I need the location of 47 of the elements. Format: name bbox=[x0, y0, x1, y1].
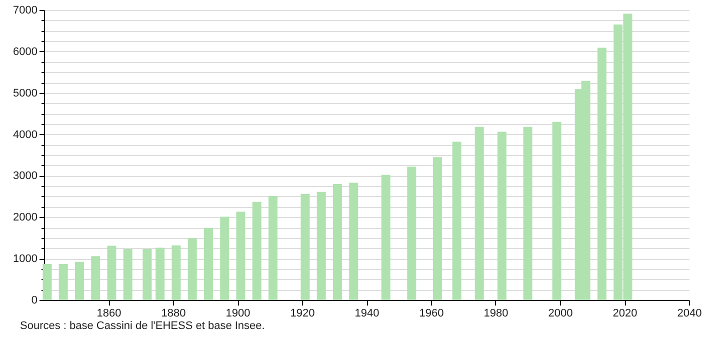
bar bbox=[452, 142, 462, 300]
bar bbox=[252, 202, 262, 300]
bar bbox=[204, 228, 213, 300]
bar bbox=[349, 182, 358, 300]
x-tick-label: 1900 bbox=[226, 308, 250, 320]
x-tick-label: 1960 bbox=[419, 308, 444, 320]
x-tick-label: 2020 bbox=[612, 308, 638, 320]
x-tick-label: 2000 bbox=[548, 308, 573, 320]
bar bbox=[42, 264, 52, 300]
x-tick-label: 1980 bbox=[484, 308, 508, 320]
y-tick-label: 5000 bbox=[13, 87, 38, 100]
bar bbox=[381, 174, 390, 300]
bar bbox=[58, 264, 68, 300]
x-tick-label: 1860 bbox=[96, 308, 122, 320]
x-tick-label: 1920 bbox=[290, 308, 315, 320]
source-note: Sources : base Cassini de l'EHESS et base Insee. bbox=[20, 320, 265, 332]
bar bbox=[236, 212, 246, 300]
bar bbox=[432, 157, 442, 300]
y-tick-label: 6000 bbox=[13, 46, 38, 58]
bar bbox=[156, 248, 165, 300]
bar bbox=[523, 126, 532, 300]
bar bbox=[332, 184, 342, 300]
bar bbox=[497, 132, 506, 300]
y-tick-label: 4000 bbox=[13, 128, 38, 141]
bar bbox=[142, 249, 152, 300]
bar bbox=[107, 246, 116, 300]
bar bbox=[123, 249, 132, 300]
bar bbox=[597, 48, 606, 300]
y-tick-label: 2000 bbox=[13, 212, 38, 224]
bar bbox=[172, 245, 181, 300]
y-tick-label: 1000 bbox=[13, 253, 38, 266]
bar bbox=[316, 192, 326, 300]
x-tick-label: 2040 bbox=[677, 308, 702, 320]
bar bbox=[407, 166, 416, 300]
bar bbox=[220, 216, 230, 300]
bar bbox=[268, 196, 278, 300]
bar bbox=[552, 122, 562, 300]
y-tick-label: 0 bbox=[31, 294, 38, 306]
bar bbox=[300, 194, 310, 300]
y-tick-label: 3000 bbox=[13, 170, 38, 182]
y-tick-label: 7000 bbox=[13, 4, 38, 16]
x-tick-label: 1880 bbox=[161, 308, 186, 320]
x-tick-label: 1940 bbox=[354, 308, 380, 320]
bar bbox=[188, 238, 197, 300]
bar bbox=[91, 256, 100, 300]
bar bbox=[474, 126, 484, 300]
bar bbox=[74, 262, 84, 300]
